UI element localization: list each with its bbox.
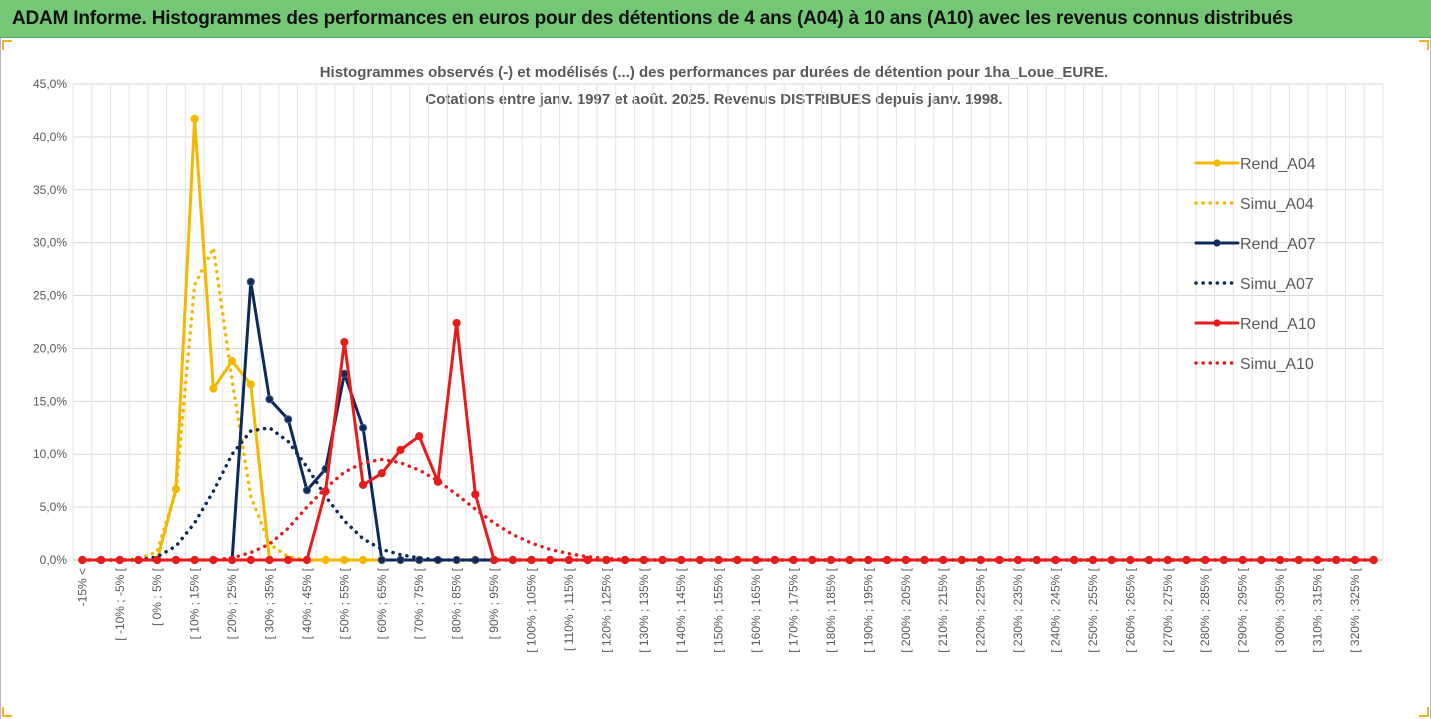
legend-label: Simu_A10 bbox=[1240, 356, 1314, 373]
series-layer bbox=[78, 114, 1378, 565]
data-point-rend_a07 bbox=[265, 395, 274, 404]
data-point-rend_a07 bbox=[396, 555, 405, 565]
data-point-rend_a10 bbox=[340, 337, 349, 347]
x-tick-label: [ 80% ; 85% [ bbox=[450, 567, 464, 639]
data-point-rend_a10 bbox=[415, 432, 424, 441]
legend-marker bbox=[1213, 239, 1221, 247]
x-tick-label: [ 170% ; 175% [ bbox=[787, 567, 801, 652]
y-tick-label: 10,0% bbox=[33, 447, 67, 461]
x-tick-label: [ -10% ; -5% [ bbox=[113, 567, 127, 640]
x-tick-label: [ 230% ; 235% [ bbox=[1011, 567, 1025, 652]
x-tick-label: [ 150% ; 155% [ bbox=[712, 567, 726, 652]
data-point-rend_a07 bbox=[284, 415, 293, 424]
y-tick-label: 15,0% bbox=[33, 394, 67, 408]
x-tick-label: [ 20% ; 25% [ bbox=[225, 567, 239, 639]
x-tick-label: [ 320% ; 325% [ bbox=[1348, 567, 1362, 652]
x-tick-label: [ 270% ; 275% [ bbox=[1161, 567, 1175, 652]
data-point-rend_a07 bbox=[377, 555, 386, 565]
x-tick-label: [ 50% ; 55% [ bbox=[337, 567, 351, 639]
x-tick-label: [ 180% ; 185% [ bbox=[824, 567, 838, 652]
data-point-rend_a10 bbox=[452, 318, 461, 328]
data-point-rend_a10 bbox=[564, 555, 574, 565]
y-tick-label: 40,0% bbox=[33, 130, 67, 144]
x-tick-label: [ 280% ; 285% [ bbox=[1198, 567, 1212, 652]
x-tick-label: [ 100% ; 105% [ bbox=[525, 567, 539, 652]
data-point-rend_a07 bbox=[358, 423, 368, 432]
data-point-rend_a07 bbox=[302, 486, 312, 495]
data-point-rend_a10 bbox=[302, 555, 312, 565]
y-tick-label: 35,0% bbox=[33, 183, 67, 197]
chart-title: Histogrammes observés (-) et modélisés (… bbox=[320, 64, 1109, 81]
resize-handle-bottom-right[interactable] bbox=[1419, 707, 1429, 717]
x-tick-label: [ 70% ; 75% [ bbox=[412, 567, 426, 639]
data-point-rend_a10 bbox=[246, 555, 255, 565]
x-tick-label: [ 120% ; 125% [ bbox=[599, 567, 613, 652]
y-tick-label: 0,0% bbox=[40, 553, 68, 567]
x-tick-label: [ 110% ; 115% [ bbox=[562, 567, 576, 651]
x-axis: -15% < [ -10% ; -5% [ [ 0% ; 5% [ [ 10% ; 1… bbox=[73, 559, 1383, 653]
chart-subtitle: Cotations entre janv. 1997 et août. 2025… bbox=[425, 91, 1002, 108]
x-tick-label: [ 190% ; 195% [ bbox=[861, 567, 875, 652]
x-tick-label: [ 240% ; 245% [ bbox=[1049, 567, 1063, 652]
x-tick-label: [ 260% ; 265% [ bbox=[1123, 567, 1137, 652]
x-tick-label: [ 200% ; 205% [ bbox=[899, 567, 913, 652]
resize-handle-bottom-left[interactable] bbox=[2, 707, 12, 717]
resize-handle-top-left[interactable] bbox=[2, 40, 12, 50]
x-tick-label: [ 140% ; 145% [ bbox=[674, 567, 688, 652]
legend-marker bbox=[1213, 319, 1221, 327]
data-point-rend_a04 bbox=[246, 380, 255, 389]
legend-label: Rend_A04 bbox=[1240, 156, 1316, 173]
x-tick-label: [ 0% ; 5% [ bbox=[150, 567, 164, 626]
data-point-rend_a10 bbox=[489, 555, 499, 565]
data-point-rend_a04 bbox=[190, 114, 199, 124]
y-tick-label: 30,0% bbox=[33, 236, 67, 250]
y-tick-label: 5,0% bbox=[40, 500, 68, 514]
legend-label: Simu_A07 bbox=[1240, 276, 1314, 293]
legend-label: Simu_A04 bbox=[1240, 196, 1314, 213]
data-point-rend_a10 bbox=[265, 555, 274, 565]
x-tick-label: [ 220% ; 225% [ bbox=[974, 567, 988, 652]
x-tick-label: [ 40% ; 45% [ bbox=[300, 567, 314, 639]
data-point-rend_a10 bbox=[508, 555, 517, 565]
x-tick-label: [ 10% ; 15% [ bbox=[188, 567, 202, 639]
x-tick-label: [ 60% ; 65% [ bbox=[375, 567, 389, 639]
data-point-rend_a07 bbox=[246, 277, 255, 286]
x-tick-label: [ 310% ; 315% [ bbox=[1311, 567, 1325, 652]
x-tick-label: [ 210% ; 215% [ bbox=[936, 567, 950, 652]
gridlines bbox=[72, 83, 1384, 561]
report-title: ADAM Informe. Histogrammes des performan… bbox=[12, 8, 1293, 29]
x-tick-label: [ 250% ; 255% [ bbox=[1086, 567, 1100, 652]
legend-label: Rend_A07 bbox=[1240, 236, 1316, 253]
data-point-rend_a10 bbox=[546, 555, 555, 565]
legend: Rend_A04 Simu_A04 Rend_A07 Simu_A07 Rend_A10… bbox=[1194, 156, 1316, 373]
x-tick-label: [ 90% ; 95% [ bbox=[487, 567, 501, 639]
x-tick-label: [ 160% ; 165% [ bbox=[749, 567, 763, 652]
series-line-simu_a10 bbox=[80, 457, 1376, 562]
data-point-rend_a10 bbox=[377, 469, 386, 478]
data-point-rend_a10 bbox=[527, 555, 536, 565]
legend-label: Rend_A10 bbox=[1240, 316, 1316, 333]
report-banner: ADAM Informe. Histogrammes des performan… bbox=[0, 0, 1431, 38]
y-tick-label: 45,0% bbox=[33, 77, 67, 91]
legend-marker bbox=[1213, 159, 1221, 167]
data-point-rend_a10 bbox=[471, 490, 480, 499]
x-tick-label: [ 290% ; 295% [ bbox=[1236, 567, 1250, 652]
y-tick-label: 25,0% bbox=[33, 289, 67, 303]
resize-handle-top-right[interactable] bbox=[1419, 40, 1429, 50]
data-point-rend_a10 bbox=[284, 555, 293, 565]
x-tick-label: -15% < bbox=[75, 568, 89, 606]
data-point-rend_a04 bbox=[209, 384, 218, 393]
x-tick-label: [ 30% ; 35% [ bbox=[263, 567, 277, 639]
x-tick-label: [ 130% ; 135% [ bbox=[637, 567, 651, 652]
data-point-rend_a10 bbox=[358, 480, 368, 489]
data-point-rend_a10 bbox=[396, 445, 405, 455]
y-axis: 0,0% 5,0% 10,0% 15,0% 20,0% 25,0% 30,0% 35,0% 40… bbox=[33, 77, 67, 567]
y-tick-label: 20,0% bbox=[33, 341, 67, 355]
x-tick-label: [ 300% ; 305% [ bbox=[1273, 567, 1287, 652]
